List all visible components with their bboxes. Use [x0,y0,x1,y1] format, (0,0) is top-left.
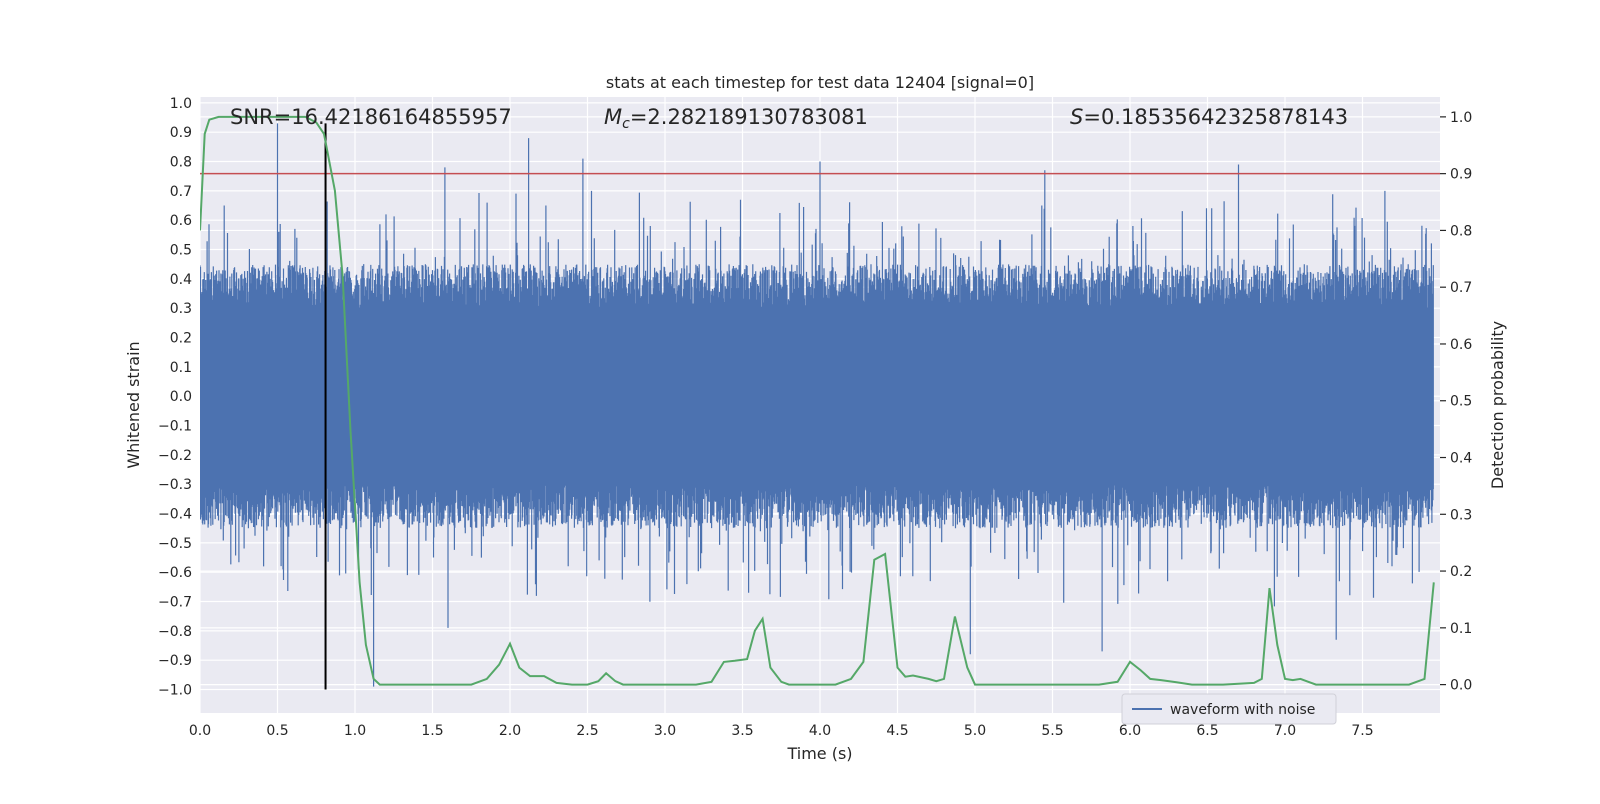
y-left-axis-label: Whitened strain [124,341,143,468]
y-right-tick-label: 0.0 [1450,678,1472,694]
x-tick-label: 1.5 [421,723,443,739]
y-right-ticks: 1.0 0.9 0.8 0.7 0.6 0.5 0.4 0.3 0.2 0.1 0.0 [1440,110,1472,694]
y-left-tick-label: −0.3 [158,477,192,493]
y-right-tick-label: 0.2 [1450,564,1472,580]
y-left-tick-label: 0.1 [170,360,192,376]
x-tick-label: 6.5 [1196,723,1218,739]
y-left-tick-label: −0.4 [158,507,192,523]
y-right-tick-label: 0.5 [1450,394,1472,410]
y-left-tick-label: −0.6 [158,565,192,581]
y-right-axis-label: Detection probability [1488,321,1507,489]
chirp-mass-symbol: M [604,105,622,129]
y-left-tick-label: 1.0 [170,96,192,112]
y-right-tick-label: 1.0 [1450,110,1472,126]
x-tick-label: 5.0 [964,723,986,739]
y-left-tick-label: 0.5 [170,243,192,259]
chirp-mass-value: =2.282189130783081 [630,105,868,129]
y-left-tick-label: −0.2 [158,448,192,464]
legend-box [1121,693,1337,725]
y-left-tick-label: −0.8 [158,624,192,640]
chirp-mass-subscript: c [622,116,630,132]
y-left-tick-label: 0.0 [170,389,192,405]
detection-probability-line [200,115,1435,686]
s-annotation: S=0.18535642325878143 [1070,105,1348,129]
x-tick-label: 3.5 [731,723,753,739]
y-left-tick-label: −0.1 [158,419,192,435]
x-tick-label: 3.0 [654,723,676,739]
y-right-tick-label: 0.7 [1450,280,1472,296]
x-ticks: 0.0 0.5 1.0 1.5 2.0 2.5 3.0 3.5 4.0 4.5 5.0 5.5 6.0 6… [189,723,1374,739]
y-left-ticks: 1.0 0.9 0.8 0.7 0.6 0.5 0.4 0.3 0.2 0.1 0.0 −0.1 −0.… [158,96,192,699]
y-right-tick-label: 0.4 [1450,451,1472,467]
y-left-tick-label: 0.7 [170,184,192,200]
legend-label-waveform: waveform with noise [1170,702,1315,718]
y-left-tick-label: −0.9 [158,653,192,669]
x-tick-label: 2.0 [499,723,521,739]
legend: waveform with noise [1121,693,1337,725]
s-symbol: S [1070,105,1083,129]
y-right-tick-label: 0.6 [1450,337,1472,353]
x-tick-label: 4.5 [886,723,908,739]
x-tick-label: 6.0 [1119,723,1141,739]
y-left-tick-label: −0.5 [158,536,192,552]
chart-title: stats at each timestep for test data 124… [606,73,1034,92]
y-left-tick-label: 0.9 [170,125,192,141]
s-value: =0.18535642325878143 [1083,105,1348,129]
x-tick-label: 7.5 [1351,723,1373,739]
x-tick-label: 2.5 [576,723,598,739]
y-left-tick-label: 0.4 [170,272,192,288]
x-axis-label: Time (s) [786,744,852,763]
waveform-series [200,123,1434,687]
waveform-trace [200,123,1434,687]
x-tick-label: 5.5 [1041,723,1063,739]
chirp-mass-annotation: Mc=2.282189130783081 [604,105,868,132]
y-right-tick-label: 0.9 [1450,167,1472,183]
y-left-tick-label: −0.7 [158,595,192,611]
snr-annotation: SNR=16.42186164855957 [230,105,512,129]
x-tick-label: 0.5 [266,723,288,739]
y-left-tick-label: 0.3 [170,301,192,317]
y-left-tick-label: 0.8 [170,155,192,171]
y-right-tick-label: 0.8 [1450,223,1472,239]
x-tick-label: 0.0 [189,723,211,739]
y-right-tick-label: 0.1 [1450,621,1472,637]
y-left-tick-label: 0.2 [170,331,192,347]
y-right-tick-label: 0.3 [1450,507,1472,523]
y-left-tick-label: −1.0 [158,683,192,699]
y-left-tick-label: 0.6 [170,213,192,229]
x-tick-label: 4.0 [809,723,831,739]
x-tick-label: 7.0 [1274,723,1296,739]
x-tick-label: 1.0 [344,723,366,739]
